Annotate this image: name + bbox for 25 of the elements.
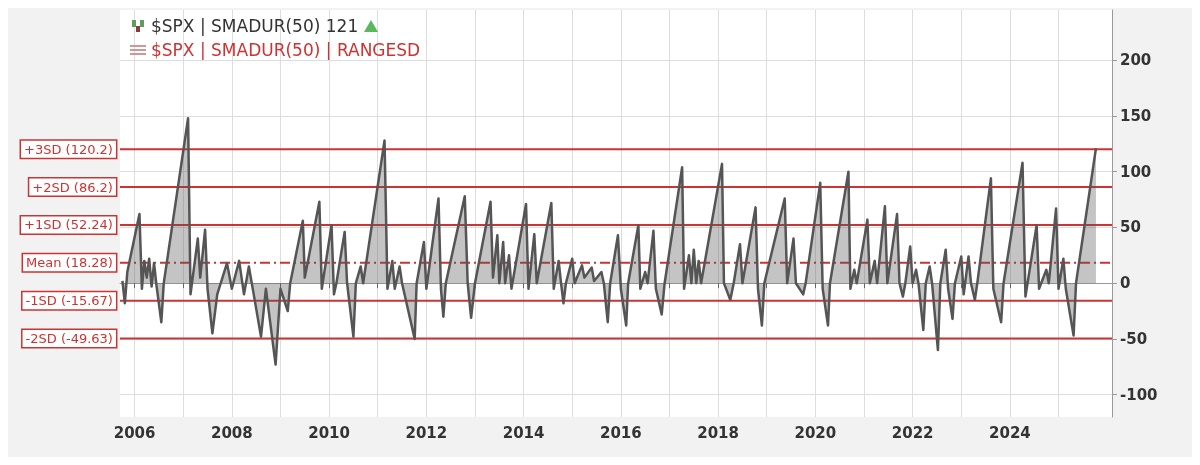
ref-line-label: +3SD (120.2) — [24, 141, 113, 157]
y-tick-label: 50 — [1120, 218, 1141, 237]
text: $SPX | SMADUR(50) 121 — [151, 15, 359, 38]
ref-line-label: Mean (18.28) — [26, 255, 113, 271]
x-tick-label: 2012 — [405, 423, 448, 442]
ref-line-label: -1SD (-15.67) — [25, 293, 113, 309]
x-tick-label: 2014 — [502, 423, 545, 442]
ref-line-label: -2SD (-49.63) — [25, 331, 113, 347]
y-tick-label: -100 — [1120, 385, 1158, 404]
x-tick-label: 2016 — [599, 423, 642, 442]
ref-line-label: +1SD (52.24) — [24, 217, 113, 233]
x-tick-label: 2024 — [989, 423, 1031, 442]
y-tick-label: -50 — [1120, 329, 1148, 348]
x-tick-label: 2020 — [794, 423, 837, 442]
x-tick-label: 2022 — [891, 423, 934, 442]
y-tick-label: 100 — [1120, 162, 1152, 181]
ref-line-label: +2SD (86.2) — [32, 179, 113, 195]
annotation: $SPX | SMADUR(50) | RANGESD — [151, 39, 421, 62]
y-tick-label: 0 — [1120, 274, 1131, 293]
y-tick-label: 150 — [1120, 106, 1152, 125]
y-tick-label: 200 — [1120, 51, 1152, 70]
x-tick-label: 2008 — [210, 423, 253, 442]
x-tick-label: 2010 — [308, 423, 350, 442]
x-tick-label: 2018 — [697, 423, 739, 442]
x-tick-label: 2006 — [113, 423, 156, 442]
